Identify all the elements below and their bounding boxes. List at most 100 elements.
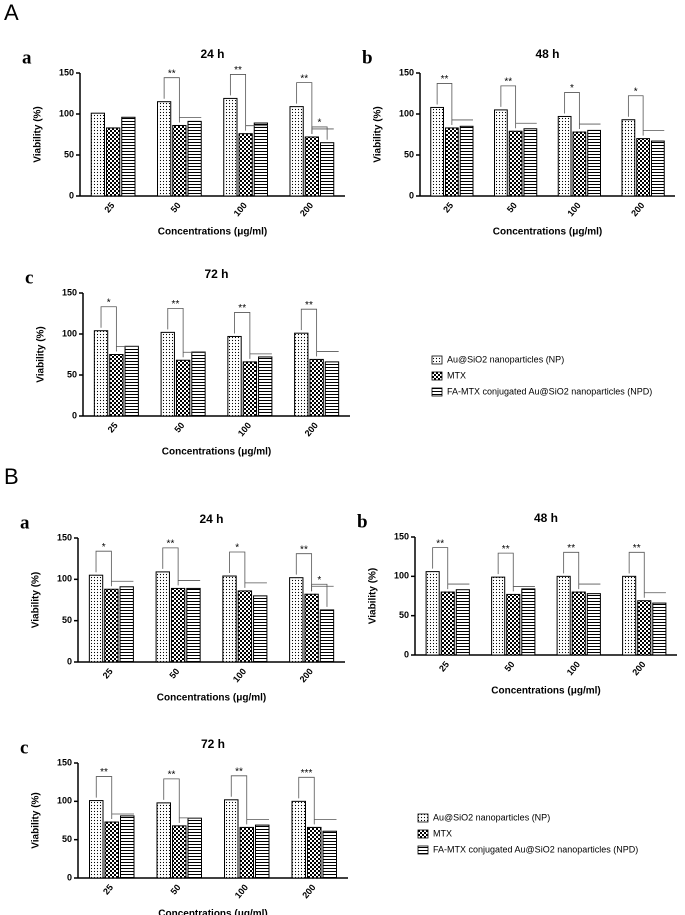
bar — [556, 575, 571, 656]
legend-label: FA-MTX conjugated Au@SiO2 nanoparticles … — [433, 844, 638, 854]
bar — [121, 116, 136, 197]
y-tick-label: 100 — [59, 108, 74, 118]
figure-panel-label: A — [4, 0, 19, 25]
panel-label: c — [20, 737, 28, 758]
y-tick-label: 150 — [399, 67, 414, 77]
x-tick-label: 50 — [503, 659, 517, 673]
bar — [93, 330, 109, 417]
bar — [253, 595, 268, 663]
x-axis-label: Concentrations (μg/ml) — [162, 447, 271, 458]
bar — [521, 588, 536, 656]
bar — [170, 587, 186, 663]
significance-label: ** — [300, 544, 308, 555]
bar — [622, 575, 637, 656]
significance-bracket — [234, 312, 272, 359]
significance-bracket — [497, 552, 535, 592]
legend-swatch — [431, 387, 443, 397]
significance-bracket — [95, 550, 134, 587]
significance-label: ** — [172, 299, 180, 310]
significance-label: * — [317, 575, 321, 586]
significance-bracket — [95, 776, 134, 820]
legend-swatch — [417, 845, 429, 855]
significance-bracket — [436, 83, 473, 125]
x-axis-label: Concentrations (μg/ml) — [158, 909, 267, 915]
x-tick-label: 50 — [505, 200, 519, 214]
bar — [124, 345, 139, 417]
significance-label: ** — [238, 303, 246, 314]
x-axis-label: Concentrations (μg/ml) — [158, 227, 267, 238]
bar — [291, 800, 306, 879]
x-tick-label: 50 — [167, 666, 181, 680]
figure-panel-label: B — [4, 464, 19, 489]
significance-label: ** — [633, 543, 641, 554]
y-tick-label: 100 — [399, 108, 414, 118]
bar — [172, 825, 187, 879]
x-tick-label: 25 — [441, 200, 455, 214]
significance-label: * — [634, 86, 638, 97]
y-tick-label: 50 — [399, 610, 409, 620]
significance-label: * — [235, 543, 239, 554]
significance-bracket — [229, 74, 268, 131]
bar — [621, 119, 636, 197]
bar — [322, 830, 337, 879]
significance-label: ** — [504, 77, 512, 88]
significance-label: ** — [502, 544, 510, 555]
bar — [160, 331, 175, 417]
bar — [106, 127, 121, 197]
panel-label: b — [362, 47, 373, 68]
chart-title: 72 h — [201, 737, 225, 751]
y-tick-label: 100 — [62, 328, 77, 338]
bar — [637, 600, 652, 656]
x-tick-label: 200 — [630, 659, 647, 677]
x-tick-label: 50 — [169, 882, 183, 896]
significance-label: ** — [305, 300, 313, 311]
x-tick-label: 100 — [231, 666, 248, 684]
bar — [320, 142, 335, 197]
bar — [304, 593, 319, 663]
legend-swatch — [431, 355, 443, 365]
x-tick-label: 100 — [565, 659, 582, 677]
y-axis-label: Viability (%) — [36, 326, 47, 383]
significance-label: ** — [567, 543, 575, 554]
x-tick-label: 25 — [106, 420, 120, 434]
x-tick-label: 25 — [437, 659, 451, 673]
bar — [157, 101, 172, 197]
significance-label: * — [102, 542, 106, 553]
bar — [491, 576, 506, 656]
significance-label: ** — [300, 73, 308, 84]
y-tick-label: 50 — [62, 834, 72, 844]
x-tick-label: 100 — [565, 200, 582, 218]
bar — [88, 574, 104, 663]
legend-swatch — [417, 829, 429, 839]
bar — [255, 824, 270, 879]
significance-label: ** — [235, 766, 243, 777]
y-axis-label: Viability (%) — [33, 106, 44, 163]
y-tick-label: 100 — [394, 571, 409, 581]
bar — [175, 359, 191, 417]
bar — [156, 802, 171, 879]
x-axis-label: Concentrations (μg/ml) — [157, 693, 266, 704]
significance-bracket — [296, 82, 334, 134]
y-tick-label: 100 — [57, 574, 72, 584]
bar — [258, 356, 273, 417]
y-tick-label: 150 — [59, 67, 74, 77]
bar — [494, 109, 508, 197]
bar — [652, 602, 667, 656]
significance-label: * — [318, 118, 322, 129]
y-axis-label: Viability (%) — [368, 568, 379, 625]
significance-bracket — [167, 307, 206, 358]
y-tick-label: 0 — [69, 190, 74, 200]
significance-bracket — [229, 551, 267, 588]
bar — [227, 335, 242, 417]
bar — [455, 589, 470, 656]
y-axis-label: Viability (%) — [373, 106, 384, 163]
bar — [242, 361, 258, 417]
significance-bracket — [298, 776, 337, 825]
legend-swatch — [431, 371, 443, 381]
x-tick-label: 200 — [629, 200, 646, 218]
significance-bracket — [230, 775, 269, 825]
y-tick-label: 0 — [72, 410, 77, 420]
bar — [508, 130, 523, 197]
significance-bracket — [628, 551, 666, 598]
